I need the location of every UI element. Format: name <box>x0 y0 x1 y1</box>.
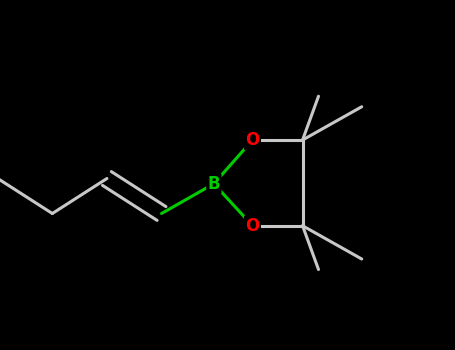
Text: O: O <box>245 131 260 149</box>
Text: O: O <box>245 217 260 235</box>
Text: B: B <box>207 175 220 193</box>
